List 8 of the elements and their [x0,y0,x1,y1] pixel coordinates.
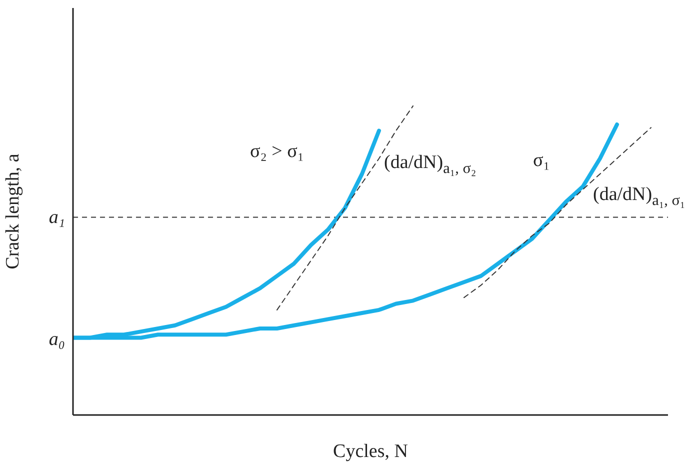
x-axis-title: Cycles, N [333,441,408,462]
annotation: (da/dN)$_{a₁, σ₂}$ [384,152,476,176]
annotation: (da/dN)$_{a₁, σ₁}$ [593,184,686,208]
y-axis-title: Crack length, a [2,153,24,270]
annotation: σ₁ [533,150,550,171]
ref-line-label: a₁ [48,207,65,228]
annotation: σ₂ > σ₁ [250,141,304,162]
text: a₀ [48,329,65,350]
